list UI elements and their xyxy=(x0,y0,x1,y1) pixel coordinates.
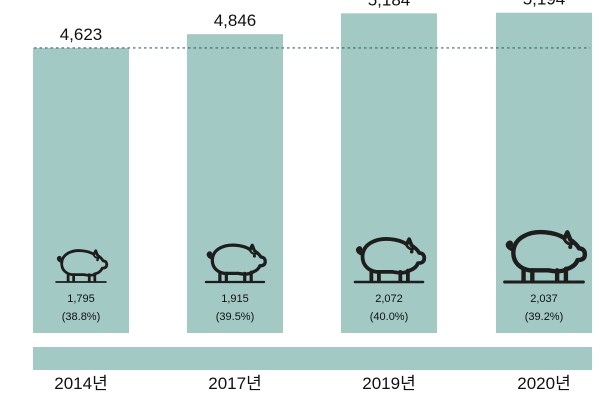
sub-percent-label: (39.2%) xyxy=(525,311,564,323)
bar-2020년 xyxy=(496,12,592,333)
pig-icon xyxy=(503,229,588,284)
value-label: 4,623 xyxy=(60,25,103,44)
pig-icon xyxy=(55,249,109,283)
x-axis-band xyxy=(33,347,592,370)
x-tick-label: 2014년 xyxy=(54,374,107,393)
sub-value-label: 1,915 xyxy=(221,293,249,305)
sub-value-label: 2,072 xyxy=(375,293,403,305)
sub-percent-label: (38.8%) xyxy=(62,311,101,323)
value-label: 5,194 xyxy=(523,0,566,9)
pig-icon xyxy=(204,243,267,284)
bar-2014년 xyxy=(33,47,129,333)
bar-group xyxy=(33,12,592,334)
sub-value-label: 1,795 xyxy=(67,293,95,305)
x-tick-label: 2020년 xyxy=(517,374,570,393)
value-label: 5,184 xyxy=(368,0,411,9)
sub-percent-label: (40.0%) xyxy=(370,311,409,323)
label-group: 4,623 1,795 (38.8%) 2014년 4,846 1,915 (39.5%) 2… xyxy=(54,0,570,393)
bar-2017년 xyxy=(187,34,283,334)
bar-2019년 xyxy=(341,13,437,333)
x-tick-label: 2019년 xyxy=(362,374,415,393)
pig-icon xyxy=(353,237,427,284)
value-label: 4,846 xyxy=(214,11,257,30)
sub-value-label: 2,037 xyxy=(530,293,558,305)
x-tick-label: 2017년 xyxy=(208,374,261,393)
sub-percent-label: (39.5%) xyxy=(216,311,255,323)
